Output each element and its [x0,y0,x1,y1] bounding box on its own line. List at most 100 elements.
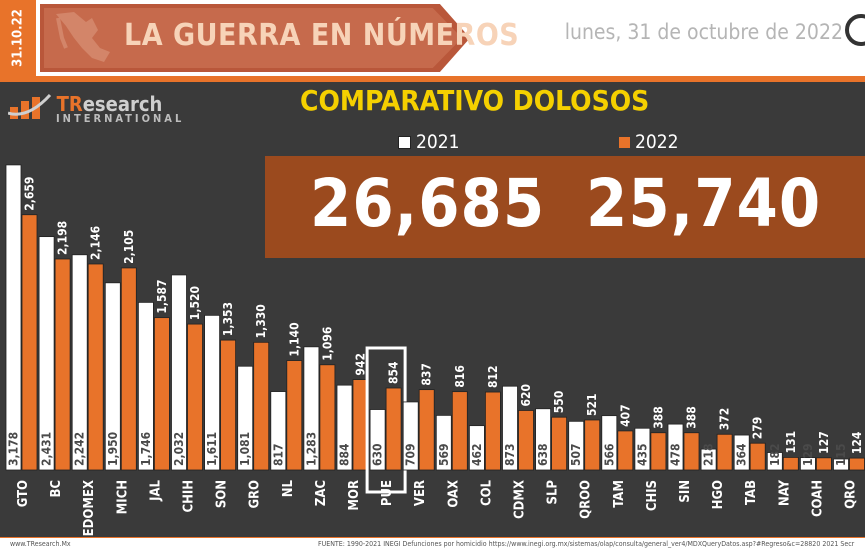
tick-label-TAB: TAB [744,480,759,505]
bar-2021-JAL [137,301,154,471]
value-label-2021-VER: 709 [404,443,418,466]
bar-2021-ZAC [303,346,320,471]
bar-2021-VER [402,401,419,471]
title-banner-inner [44,8,462,68]
tick-label-MOR: MOR [347,480,362,511]
value-label-2021-QRO: 115 [834,443,848,466]
value-label-2021-GRO: 1,081 [238,432,252,466]
footer-source: FUENTE: 1990-2021 INEGI Defunciones por … [318,540,855,548]
value-label-2022-CHIS: 388 [651,406,665,429]
value-label-2021-MICH: 1,950 [106,432,120,466]
footer-site: www.TResearch.Mx [10,540,71,548]
bar-2022-CDMX [518,410,534,471]
value-label-2022-TAM: 407 [618,404,632,427]
value-label-2022-JAL: 1,587 [155,279,169,313]
tick-label-BC: BC [49,480,64,498]
bar-2021-MOR [336,384,353,471]
bar-2022-PUE [385,387,402,471]
logo-bars-icon [7,93,52,119]
bar-2022-TAM [617,430,634,471]
value-label-2021-SIN: 478 [669,443,683,466]
value-label-2022-GRO: 1,330 [254,304,268,338]
value-label-2022-MOR: 942 [354,353,368,376]
tick-label-ZAC: ZAC [314,480,329,506]
page-title: LA GUERRA EN NÚMEROS [124,18,520,53]
bar-2021-CHIS [634,427,651,471]
bar-2021-COL [468,425,485,471]
value-label-2022-QRO: 124 [850,431,864,454]
value-label-2021-COL: 462 [470,443,484,466]
bar-2021-GTO [5,164,22,471]
legend-item-2022: 2022 [619,131,679,153]
tick-label-NAY: NAY [777,479,792,506]
bar-2022-ZAC [319,364,336,471]
tick-label-CHIS: CHIS [645,480,660,511]
tick-label-COAH: COAH [810,480,825,517]
bar-2021-MICH [104,282,121,471]
value-label-2022-VER: 837 [420,363,434,386]
bar-2022-SLP [551,416,567,471]
value-label-2021-NL: 817 [271,443,285,466]
tick-label-SLP: SLP [546,480,561,505]
bar-2022-JAL [153,317,170,471]
value-label-2022-COL: 812 [486,366,500,389]
mexico-map-icon [56,12,110,62]
bar-2021-NAY [766,452,783,471]
value-label-2022-HGO: 372 [718,408,732,431]
bar-2022-GTO [21,214,38,471]
value-label-2022-MICH: 2,105 [122,230,136,264]
value-label-2022-SON: 1,353 [221,302,235,336]
logo-tr: TR [56,92,83,116]
value-label-2022-EDOMEX: 2,146 [89,226,103,260]
total-2022: 25,740 [586,165,822,242]
corner-circle-icon [845,14,865,46]
value-label-2021-SON: 1,611 [205,432,219,466]
tick-label-GTO: GTO [16,480,31,507]
totals-box [265,156,865,258]
bar-2021-PUE [369,409,386,471]
bar-2021-COAH [800,457,816,471]
bar-2021-BC [38,236,55,471]
tick-label-OAX: OAX [446,480,461,508]
bar-2022-OAX [451,391,468,471]
value-label-2021-NAY: 182 [768,443,782,466]
bar-2021-QROO [568,420,585,471]
value-label-2021-OAX: 569 [437,443,451,466]
bar-2021-CDMX [502,385,518,471]
bar-2022-EDOMEX [87,263,104,471]
bar-2022-MICH [120,267,137,471]
tick-label-MICH: MICH [115,480,130,514]
value-label-2022-QROO: 521 [585,393,599,416]
tick-label-EDOMEX: EDOMEX [82,480,97,536]
bar-2022-CHIS [650,432,667,471]
bar-2022-NAY [782,457,799,471]
bar-2021-CHIH [171,274,187,471]
value-label-2021-QROO: 507 [569,443,583,466]
tick-label-VER: VER [413,480,428,506]
value-label-2021-MOR: 884 [338,443,352,466]
footer-bar [0,538,865,559]
value-label-2021-HGO: 218 [702,443,716,466]
bar-2022-BC [54,258,71,471]
value-label-2021-CHIS: 435 [635,443,649,466]
bar-2021-QRO [833,458,849,471]
tick-label-CHIH: CHIH [182,480,197,513]
legend-item-2021: 2021 [398,131,460,153]
value-label-2021-TAM: 566 [602,443,616,466]
tick-label-HGO: HGO [711,480,726,509]
value-label-2022-NAY: 131 [784,431,798,454]
value-label-2022-CHIH: 1,520 [188,286,202,320]
value-label-2021-GTO: 3,178 [7,432,21,466]
bar-2022-VER [418,389,435,471]
tick-label-QRO: QRO [844,480,859,509]
date-tab: 31.10.22 [0,0,36,76]
bar-2021-SIN [667,423,684,471]
value-label-2021-CHIH: 2,032 [172,432,186,466]
value-label-2021-SLP: 638 [536,443,550,466]
bar-2022-GRO [253,341,270,471]
logo: TResearch INTERNATIONAL [7,92,181,125]
bar-2021-NL [270,391,287,471]
bar-2021-TAB [733,434,750,471]
value-label-2022-OAX: 816 [453,365,467,388]
